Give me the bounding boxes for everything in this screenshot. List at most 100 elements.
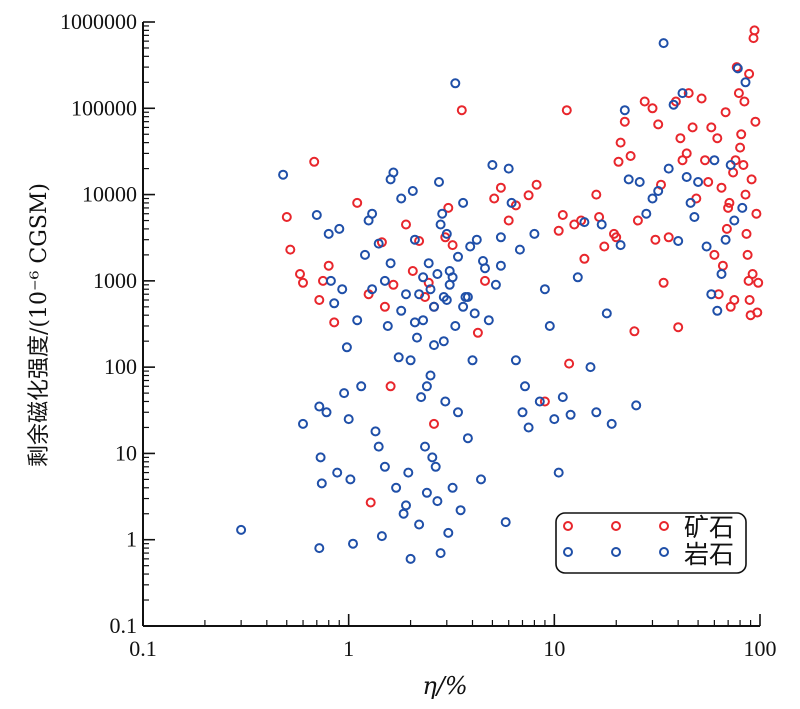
legend-marker-rock [659, 547, 669, 557]
rock-point [379, 461, 390, 472]
ore-point [561, 105, 572, 116]
rock-point [373, 238, 384, 249]
ore-point [314, 295, 325, 305]
ore-point [741, 228, 752, 239]
ore-point [365, 497, 376, 508]
ore-point [495, 182, 506, 193]
ore-point [753, 277, 764, 288]
rock-point [391, 482, 402, 493]
ore-point [740, 189, 751, 200]
rock-point [435, 548, 446, 559]
ore-point [675, 133, 686, 144]
ore-point [523, 190, 534, 201]
rock-point [677, 88, 688, 99]
legend-markers [563, 521, 669, 557]
legend-label-ore: 矿石 [684, 513, 734, 542]
ore-point [683, 88, 694, 99]
x-tick-label: 1 [343, 636, 354, 661]
rock-point [549, 414, 560, 425]
ore-point [723, 202, 734, 213]
ore-point [650, 234, 661, 245]
rock-point [447, 272, 458, 283]
ore-point [744, 295, 755, 305]
rock-point [506, 197, 517, 208]
rock-point [339, 388, 350, 399]
rock-point [539, 284, 550, 295]
rock-point [534, 396, 545, 407]
rock-point [517, 407, 528, 418]
ore-point [696, 93, 707, 104]
ore-point [489, 193, 500, 204]
axis-ticks [142, 21, 761, 627]
ore-point [744, 68, 755, 79]
ore-point [329, 317, 340, 328]
rock-point [658, 38, 669, 49]
rock-point [430, 461, 441, 472]
ore-point [673, 322, 684, 333]
ore-point [653, 119, 664, 130]
rock-point [668, 99, 679, 110]
rock-point [737, 202, 748, 213]
ore-point [729, 295, 740, 305]
rock-point [382, 321, 393, 331]
legend-label-rock: 岩石 [684, 540, 734, 569]
rock-point [360, 249, 370, 260]
rock-point [370, 426, 381, 437]
rock-point [453, 251, 463, 262]
rock-point [732, 63, 743, 74]
rock-point [500, 517, 511, 528]
y-tick-label: 10000 [82, 182, 137, 207]
rock-point [634, 177, 645, 187]
rock-point [314, 401, 325, 412]
legend-marker-ore [659, 521, 669, 531]
rock-point [401, 500, 411, 511]
rock-point [495, 260, 506, 271]
rock-point [425, 370, 436, 381]
rock-point [520, 381, 530, 392]
rock-point [465, 241, 476, 252]
rock-point [403, 467, 414, 478]
rock-point [615, 240, 626, 251]
rock-point [462, 292, 473, 302]
rock-point [315, 452, 326, 463]
rock-point [740, 77, 751, 88]
rock-point [441, 295, 452, 305]
rock-point [385, 258, 396, 269]
ore-point [716, 182, 727, 193]
rock-point [412, 332, 422, 343]
ore-point [447, 240, 458, 251]
ore-point [553, 225, 564, 236]
rock-point [631, 400, 642, 411]
ore-point [724, 197, 735, 208]
x-tick-label: 10 [543, 636, 565, 661]
rock-point [647, 193, 658, 204]
data-points [236, 25, 764, 564]
rock-point [345, 474, 356, 485]
rock-point [709, 155, 720, 166]
ore-point [619, 116, 630, 127]
ore-point [747, 269, 758, 279]
rock-point [440, 396, 451, 407]
ore-point [385, 381, 396, 392]
rock-point [334, 223, 345, 234]
ore-point [285, 244, 296, 255]
rock-point [510, 355, 521, 366]
y-axis-title: 剩余磁化强度/(10⁻⁶ CGSM) [27, 183, 52, 467]
ore-point [706, 122, 717, 133]
ore-point [750, 116, 761, 127]
rock-point [418, 315, 429, 326]
legend-marker-ore [611, 521, 621, 531]
rock-point [544, 321, 555, 331]
axis-tick-labels: 0.1 1 10 100 0.1 1 10 100 1000 10000 100000 1000000 [60, 9, 777, 661]
ore-point [717, 260, 728, 271]
ore-point [352, 197, 363, 208]
ore-point [748, 33, 759, 44]
ore-point [736, 129, 747, 140]
rock-point [379, 275, 390, 286]
ore-point [615, 137, 626, 148]
rock-point [405, 553, 416, 564]
rock-point [529, 228, 540, 239]
ore-point [720, 107, 731, 118]
y-tick-label: 0.1 [110, 613, 138, 638]
rock-point [467, 355, 478, 366]
